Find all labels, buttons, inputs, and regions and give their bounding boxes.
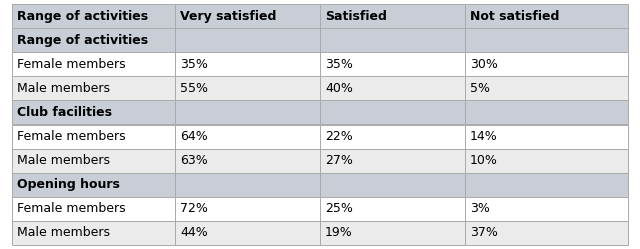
Text: Male members: Male members — [17, 82, 109, 95]
Bar — [465, 221, 628, 245]
Text: Female members: Female members — [17, 202, 125, 215]
Bar — [12, 53, 175, 76]
Bar — [12, 124, 175, 148]
Bar — [465, 53, 628, 76]
Bar — [12, 28, 175, 53]
Text: 63%: 63% — [180, 154, 208, 167]
Text: 55%: 55% — [180, 82, 208, 95]
Text: 22%: 22% — [325, 130, 353, 143]
Text: Female members: Female members — [17, 130, 125, 143]
Text: Very satisfied: Very satisfied — [180, 10, 276, 23]
Text: Female members: Female members — [17, 58, 125, 71]
Bar — [465, 28, 628, 53]
Text: 35%: 35% — [325, 58, 353, 71]
Bar — [12, 196, 175, 221]
Bar — [320, 196, 465, 221]
Text: Range of activities: Range of activities — [17, 34, 148, 47]
Bar — [320, 148, 465, 173]
Text: Club facilities: Club facilities — [17, 106, 111, 119]
Bar — [175, 53, 320, 76]
Bar — [320, 76, 465, 101]
Text: 72%: 72% — [180, 202, 208, 215]
Bar — [320, 101, 465, 124]
Bar — [175, 124, 320, 148]
Text: 64%: 64% — [180, 130, 208, 143]
Bar — [465, 4, 628, 28]
Text: 10%: 10% — [470, 154, 498, 167]
Text: 40%: 40% — [325, 82, 353, 95]
Text: Opening hours: Opening hours — [17, 178, 120, 191]
Bar — [320, 221, 465, 245]
Text: Male members: Male members — [17, 226, 109, 239]
Bar — [12, 221, 175, 245]
Text: Male members: Male members — [17, 154, 109, 167]
Bar — [465, 124, 628, 148]
Text: 25%: 25% — [325, 202, 353, 215]
Bar — [320, 53, 465, 76]
Bar — [320, 4, 465, 28]
Text: 14%: 14% — [470, 130, 498, 143]
Text: 37%: 37% — [470, 226, 498, 239]
Text: Range of activities: Range of activities — [17, 10, 148, 23]
Bar — [12, 101, 175, 124]
Bar — [320, 173, 465, 196]
Bar — [175, 196, 320, 221]
Text: 27%: 27% — [325, 154, 353, 167]
Bar — [12, 148, 175, 173]
Bar — [12, 4, 175, 28]
Bar — [175, 28, 320, 53]
Bar — [465, 196, 628, 221]
Text: 19%: 19% — [325, 226, 353, 239]
Bar — [175, 173, 320, 196]
Text: 30%: 30% — [470, 58, 498, 71]
Bar — [465, 173, 628, 196]
Bar — [465, 101, 628, 124]
Bar — [175, 101, 320, 124]
Bar — [320, 28, 465, 53]
Bar — [12, 76, 175, 101]
Bar — [175, 221, 320, 245]
Bar — [12, 173, 175, 196]
Text: 35%: 35% — [180, 58, 208, 71]
Bar — [465, 148, 628, 173]
Bar — [175, 4, 320, 28]
Bar — [320, 124, 465, 148]
Bar — [465, 76, 628, 101]
Text: Not satisfied: Not satisfied — [470, 10, 559, 23]
Text: 44%: 44% — [180, 226, 208, 239]
Bar — [175, 148, 320, 173]
Text: 3%: 3% — [470, 202, 490, 215]
Text: 5%: 5% — [470, 82, 490, 95]
Bar — [175, 76, 320, 101]
Text: Satisfied: Satisfied — [325, 10, 387, 23]
